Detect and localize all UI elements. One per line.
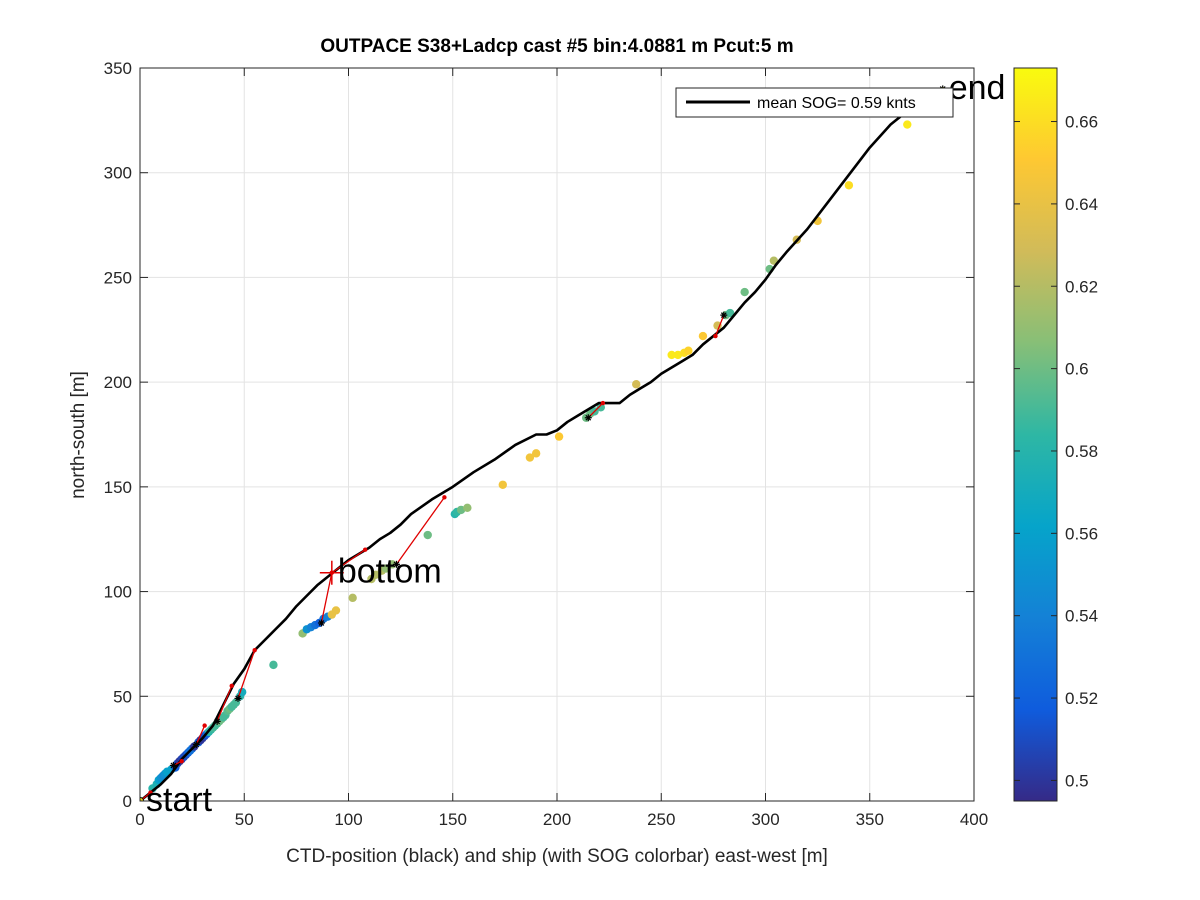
ctd-marker-stroke	[214, 718, 221, 725]
x-tick-label: 200	[543, 810, 571, 829]
offset-segment	[216, 685, 233, 722]
ship-point	[725, 308, 735, 318]
annotation-start: start	[146, 781, 213, 819]
ship-point	[844, 181, 854, 190]
y-tick-label: 100	[104, 583, 132, 602]
ctd-marker-stroke	[318, 620, 325, 626]
y-tick-label: 150	[104, 478, 132, 497]
ship-point	[371, 570, 380, 580]
ctd-marker-stroke	[235, 695, 241, 702]
ctd-marker	[213, 717, 221, 725]
ctd-marker	[317, 619, 325, 627]
bottom-marker	[140, 560, 344, 801]
y-axis-label: north-south [m]	[68, 371, 89, 499]
annotation-bottom: bottom	[338, 553, 442, 591]
colorbar-tick-label: 0.5	[1065, 771, 1089, 790]
ship-point	[667, 350, 676, 360]
offset-segment	[714, 314, 725, 337]
x-tick-label: 100	[334, 810, 362, 829]
annotation-end: end	[949, 69, 1006, 107]
offset-segment-end	[179, 759, 184, 764]
ctd-marker-stroke	[170, 762, 177, 769]
ship-point	[463, 503, 472, 512]
ship-point	[269, 660, 278, 670]
ship-point	[740, 287, 749, 297]
offset-segment-end	[229, 683, 234, 689]
x-tick-label: 0	[135, 810, 144, 829]
x-axis-label: CTD-position (black) and ship (with SOG …	[286, 846, 828, 867]
y-tick-labels: 0 50 100 150 200 250 300 350	[104, 59, 132, 811]
ctd-track-line	[140, 87, 944, 801]
ship-point	[632, 380, 641, 389]
ship-point	[423, 530, 432, 540]
ctd-marker-stroke	[720, 312, 727, 318]
legend-entry-mean-sog: mean SOG= 0.59 knts	[757, 95, 916, 112]
x-tick-labels: 0 50 100 150 200 250 300 350 400	[135, 810, 988, 829]
ship-point	[348, 593, 357, 603]
ship-point	[698, 331, 708, 341]
legend: mean SOG= 0.59 knts	[675, 87, 954, 118]
ctd-marker	[192, 740, 200, 748]
annotations-layer: start bottom end	[146, 69, 1005, 819]
ship-point	[531, 449, 541, 458]
offset-segment-end	[713, 333, 718, 339]
ctd-marker-stroke	[585, 414, 592, 421]
ship-point	[331, 606, 341, 615]
offset-segment-end	[252, 648, 257, 653]
colorbar-tick-label: 0.52	[1065, 689, 1098, 708]
y-tick-label: 350	[104, 59, 132, 78]
ctd-marker-stroke	[193, 741, 200, 748]
ctd-marker	[392, 560, 400, 568]
ship-point	[713, 321, 722, 330]
offset-segment-end	[362, 547, 368, 552]
x-tick-label: 250	[647, 810, 675, 829]
axis-ticks	[139, 67, 975, 802]
colorbar-ticks: 0.5 0.52 0.54 0.56 0.58 0.6 0.62 0.64 0.66	[1014, 113, 1098, 790]
offset-segment-end	[148, 790, 153, 795]
colorbar-tick-label: 0.6	[1065, 360, 1089, 379]
offset-segment-end	[202, 723, 207, 728]
colorbar-tick-label: 0.66	[1065, 113, 1098, 132]
colorbar-tick-label: 0.54	[1065, 607, 1098, 626]
y-tick-label: 300	[104, 164, 132, 183]
offset-segment	[395, 496, 445, 565]
offset-segment	[237, 649, 256, 699]
ctd-marker	[720, 311, 728, 319]
ship-point	[498, 480, 507, 489]
ship-point	[903, 120, 912, 129]
ship-point	[684, 346, 693, 355]
y-tick-label: 50	[113, 687, 132, 706]
legend-box	[675, 87, 954, 118]
colorbar-tick-label: 0.64	[1065, 195, 1098, 214]
colorbar-bar	[1013, 67, 1058, 802]
ctd-marker	[169, 761, 177, 769]
ship-point	[769, 256, 779, 265]
colorbar-tick-label: 0.62	[1065, 277, 1098, 296]
y-tick-label: 200	[104, 373, 132, 392]
y-tick-label: 250	[104, 268, 132, 287]
ctd-marker	[584, 414, 592, 422]
chart-title: OUTPACE S38+Ladcp cast #5 bin:4.0881 m P…	[320, 36, 793, 57]
x-tick-label: 300	[751, 810, 779, 829]
x-tick-label: 150	[439, 810, 467, 829]
ctd-marker-stroke	[393, 561, 400, 568]
offset-segment-end	[442, 495, 447, 500]
ctd-marker	[234, 694, 242, 702]
ship-point	[525, 453, 535, 462]
x-tick-label: 50	[235, 810, 254, 829]
start-marker	[140, 797, 144, 801]
colorbar: 0.5 0.52 0.54 0.56 0.58 0.6 0.62 0.64 0.66	[1013, 67, 1098, 802]
offset-segment-end	[600, 400, 606, 406]
ship-point	[381, 564, 391, 573]
y-tick-label: 0	[123, 792, 132, 811]
ship-point	[554, 432, 564, 441]
colorbar-tick-label: 0.56	[1065, 524, 1098, 543]
x-tick-label: 350	[856, 810, 884, 829]
colorbar-tick-label: 0.58	[1065, 442, 1098, 461]
x-tick-label: 400	[960, 810, 988, 829]
offset-segment	[195, 725, 206, 745]
